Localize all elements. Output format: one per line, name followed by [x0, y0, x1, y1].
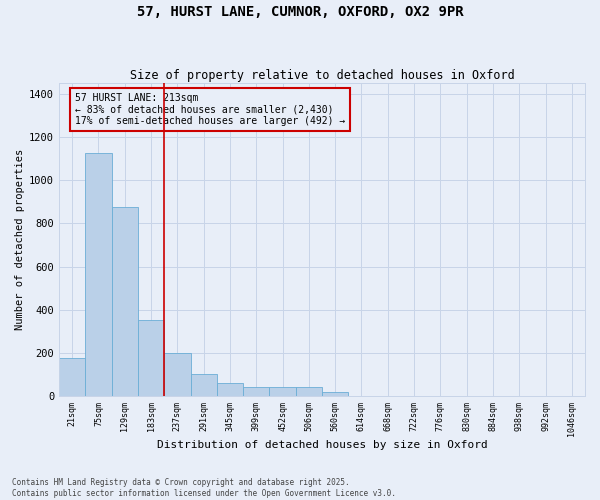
X-axis label: Distribution of detached houses by size in Oxford: Distribution of detached houses by size …	[157, 440, 487, 450]
Bar	[138, 320, 164, 396]
Title: Size of property relative to detached houses in Oxford: Size of property relative to detached ho…	[130, 69, 514, 82]
Bar	[296, 388, 322, 396]
Bar	[85, 154, 112, 396]
Bar	[59, 358, 85, 396]
Bar	[217, 383, 243, 396]
Text: Contains HM Land Registry data © Crown copyright and database right 2025.
Contai: Contains HM Land Registry data © Crown c…	[12, 478, 396, 498]
Text: 57 HURST LANE: 213sqm
← 83% of detached houses are smaller (2,430)
17% of semi-d: 57 HURST LANE: 213sqm ← 83% of detached …	[75, 92, 345, 126]
Bar	[112, 207, 138, 396]
Bar	[164, 353, 191, 396]
Bar	[269, 388, 296, 396]
Bar	[191, 374, 217, 396]
Bar	[322, 392, 349, 396]
Text: 57, HURST LANE, CUMNOR, OXFORD, OX2 9PR: 57, HURST LANE, CUMNOR, OXFORD, OX2 9PR	[137, 5, 463, 19]
Bar	[243, 388, 269, 396]
Y-axis label: Number of detached properties: Number of detached properties	[15, 149, 25, 330]
